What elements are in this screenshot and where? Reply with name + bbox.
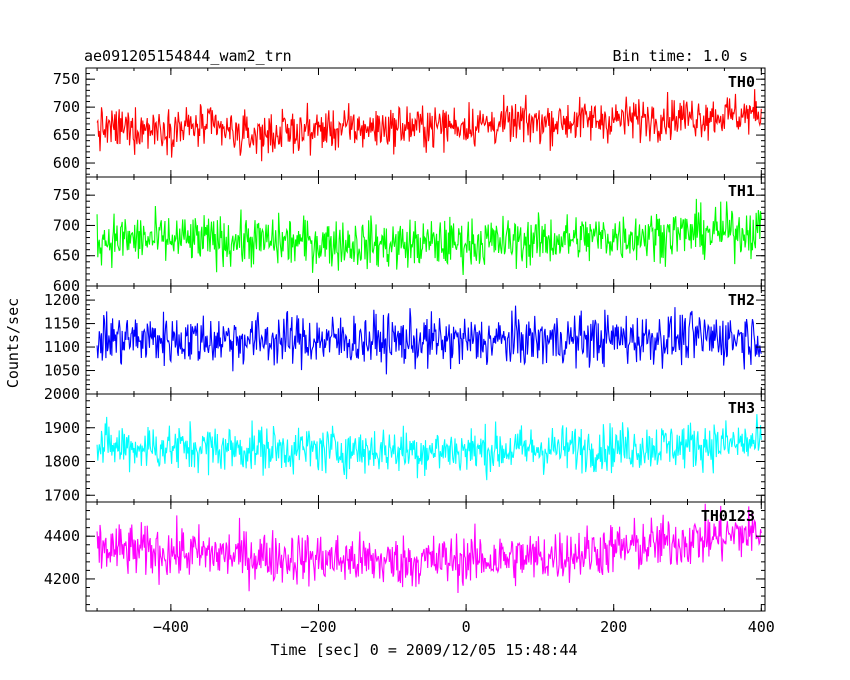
panel-frame <box>85 501 766 612</box>
y-tick-label: 600 <box>53 277 80 295</box>
y-axis-title: Counts/sec <box>4 298 22 388</box>
series-line-th0123 <box>96 503 762 593</box>
y-tick-label: 1150 <box>44 315 80 333</box>
panels-group: 600 650 700 750 TH0 600 650 700 750 TH1 1050 1100 11… <box>44 67 766 612</box>
panel-label: TH0 <box>728 73 755 91</box>
panel-th3: 1700 1800 1900 2000 TH3 <box>44 385 766 504</box>
x-tick-label: −200 <box>300 618 336 636</box>
y-tick-label: 1800 <box>44 453 80 471</box>
series-line-th1 <box>96 198 762 276</box>
x-tick-label: −400 <box>153 618 189 636</box>
y-tick-label: 650 <box>53 126 80 144</box>
y-tick-label: 1050 <box>44 362 80 380</box>
x-axis: −400 −200 0 200 400 <box>153 618 775 636</box>
x-axis-title: Time [sec] 0 = 2009/12/05 15:48:44 <box>270 641 577 659</box>
y-tick-label: 1200 <box>44 291 80 309</box>
y-tick-label: 650 <box>53 247 80 265</box>
x-tick-label: 0 <box>462 618 471 636</box>
panel-th1: 600 650 700 750 TH1 <box>53 176 766 295</box>
x-tick-label: 200 <box>600 618 627 636</box>
panel-label: TH2 <box>728 291 755 309</box>
series-line-th0 <box>96 89 762 162</box>
series-line-th2 <box>96 305 762 375</box>
panel-th2: 1050 1100 1150 1200 TH2 <box>44 285 766 395</box>
chart-title: ae091205154844_wam2_trn <box>84 47 292 65</box>
panel-label: TH0123 <box>701 507 755 525</box>
y-tick-label: 1700 <box>44 486 80 504</box>
y-tick-label: 1900 <box>44 419 80 437</box>
panel-label: TH3 <box>728 399 755 417</box>
x-tick-label: 400 <box>748 618 775 636</box>
y-tick-label: 750 <box>53 70 80 88</box>
y-tick-label: 700 <box>53 216 80 234</box>
y-tick-label: 2000 <box>44 385 80 403</box>
y-tick-label: 1100 <box>44 338 80 356</box>
y-tick-label: 750 <box>53 186 80 204</box>
y-tick-label: 600 <box>53 154 80 172</box>
panel-label: TH1 <box>728 182 755 200</box>
panel-th0: 600 650 700 750 TH0 <box>53 67 766 178</box>
y-tick-label: 4200 <box>44 570 80 588</box>
panel-th0123: 4200 4400 TH0123 <box>44 501 766 612</box>
bin-time-label: Bin time: 1.0 s <box>613 47 748 65</box>
y-tick-label: 700 <box>53 98 80 116</box>
series-line-th3 <box>96 414 762 481</box>
y-tick-label: 4400 <box>44 527 80 545</box>
